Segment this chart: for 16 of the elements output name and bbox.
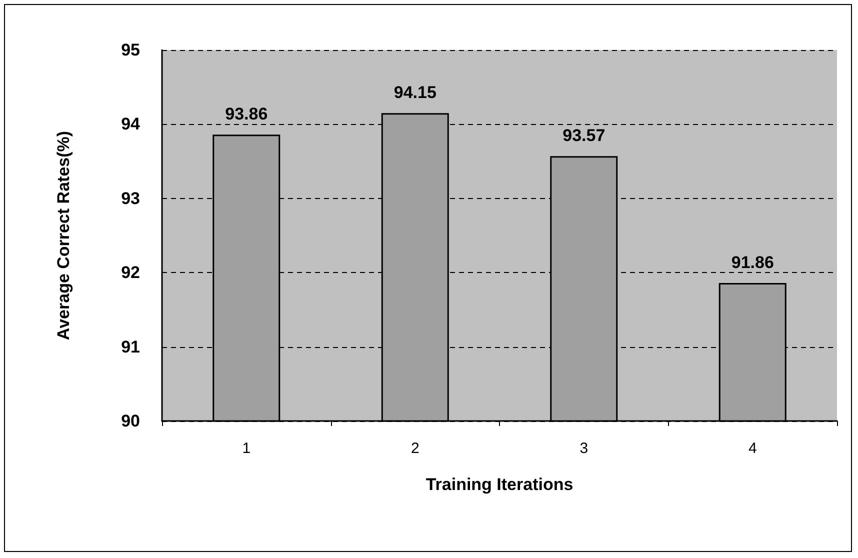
x-tick-label: 4 bbox=[748, 440, 757, 457]
data-label: 91.86 bbox=[731, 252, 774, 272]
y-tick-label: 95 bbox=[121, 40, 140, 60]
x-tick-label: 1 bbox=[242, 440, 251, 457]
x-axis-title: Training Iterations bbox=[426, 475, 574, 494]
y-tick-label: 90 bbox=[121, 412, 140, 430]
data-label: 93.86 bbox=[225, 104, 268, 124]
x-tick-label: 3 bbox=[580, 440, 588, 457]
y-tick-label: 94 bbox=[121, 114, 141, 134]
y-tick-label: 92 bbox=[121, 263, 140, 282]
y-axis-title: Average Correct Rates(%) bbox=[54, 130, 73, 340]
data-label: 93.57 bbox=[562, 126, 606, 146]
y-tick-label: 91 bbox=[121, 337, 140, 356]
x-tick-label: 2 bbox=[410, 440, 420, 457]
data-label: 94.15 bbox=[394, 83, 436, 102]
y-tick-label: 93 bbox=[121, 188, 140, 208]
